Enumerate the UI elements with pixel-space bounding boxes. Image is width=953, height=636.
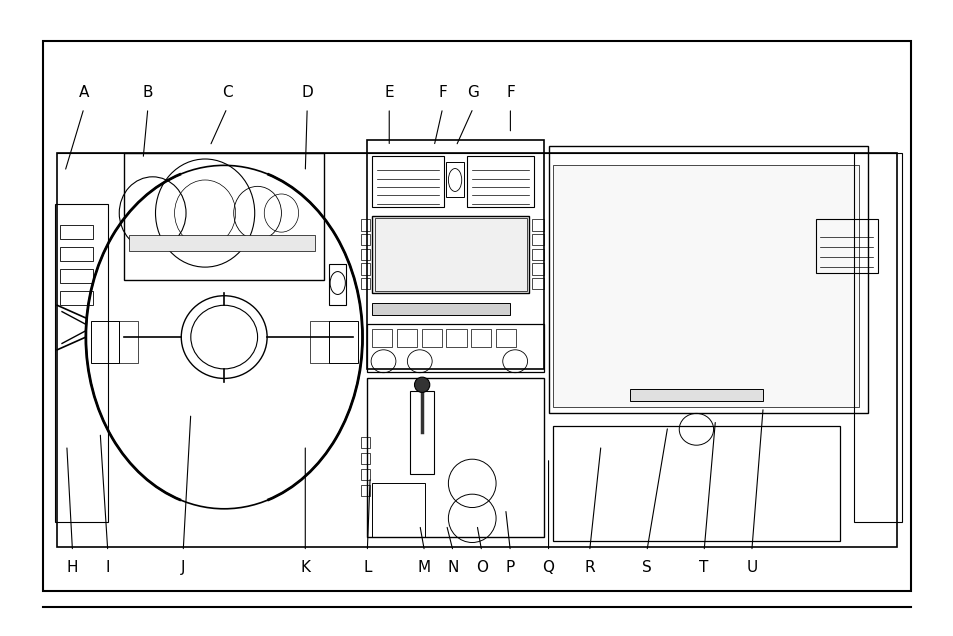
Text: F: F	[437, 85, 447, 100]
Bar	[372, 303, 510, 315]
Bar	[553, 165, 858, 407]
Bar	[60, 225, 93, 238]
Text: L: L	[363, 560, 371, 575]
Bar	[815, 219, 877, 273]
Bar	[360, 219, 370, 231]
Bar	[629, 389, 762, 401]
Text: I: I	[106, 560, 110, 575]
Bar	[532, 219, 543, 231]
Bar	[372, 216, 529, 293]
Bar	[55, 204, 108, 522]
Text: J: J	[181, 560, 185, 575]
Bar	[360, 469, 370, 480]
Bar	[446, 162, 463, 197]
Text: S: S	[641, 560, 651, 575]
Text: P: P	[505, 560, 515, 575]
Bar	[360, 437, 370, 448]
Bar	[329, 264, 346, 305]
Bar	[532, 234, 543, 245]
Bar	[853, 153, 901, 522]
Bar	[360, 453, 370, 464]
Text: D: D	[301, 85, 313, 100]
Bar	[548, 146, 867, 413]
Text: E: E	[384, 85, 394, 100]
Bar	[367, 140, 543, 369]
Bar	[43, 41, 910, 591]
Bar	[119, 321, 138, 363]
Bar	[129, 235, 314, 251]
Ellipse shape	[414, 377, 429, 392]
Text: O: O	[476, 560, 487, 575]
Text: C: C	[221, 85, 233, 100]
Text: U: U	[745, 560, 757, 575]
Bar	[367, 324, 543, 372]
Bar	[360, 485, 370, 496]
Text: N: N	[447, 560, 458, 575]
Text: F: F	[505, 85, 515, 100]
Bar	[91, 321, 119, 363]
Bar	[124, 153, 324, 280]
Text: T: T	[699, 560, 708, 575]
Text: M: M	[417, 560, 431, 575]
Text: H: H	[67, 560, 78, 575]
Bar	[310, 321, 329, 363]
Bar	[471, 329, 491, 347]
Bar	[532, 263, 543, 275]
Text: A: A	[79, 85, 89, 100]
Bar	[360, 278, 370, 289]
Bar	[360, 234, 370, 245]
Bar	[329, 321, 357, 363]
Bar	[372, 483, 424, 537]
Bar	[553, 426, 839, 541]
Bar	[57, 153, 896, 547]
Bar	[367, 378, 543, 537]
Bar	[60, 269, 93, 283]
Text: R: R	[583, 560, 595, 575]
Bar	[410, 391, 434, 474]
Bar	[372, 329, 392, 347]
Bar	[496, 329, 516, 347]
Bar	[532, 278, 543, 289]
Text: G: G	[467, 85, 478, 100]
Bar	[372, 156, 443, 207]
Text: K: K	[300, 560, 310, 575]
Bar	[360, 249, 370, 260]
Bar	[375, 218, 526, 291]
Bar	[60, 247, 93, 261]
Bar	[532, 249, 543, 260]
Text: Q: Q	[542, 560, 554, 575]
Bar	[360, 263, 370, 275]
Bar	[446, 329, 466, 347]
Bar	[60, 291, 93, 305]
Bar	[421, 329, 441, 347]
Bar	[467, 156, 534, 207]
Text: B: B	[142, 85, 153, 100]
Bar	[396, 329, 416, 347]
